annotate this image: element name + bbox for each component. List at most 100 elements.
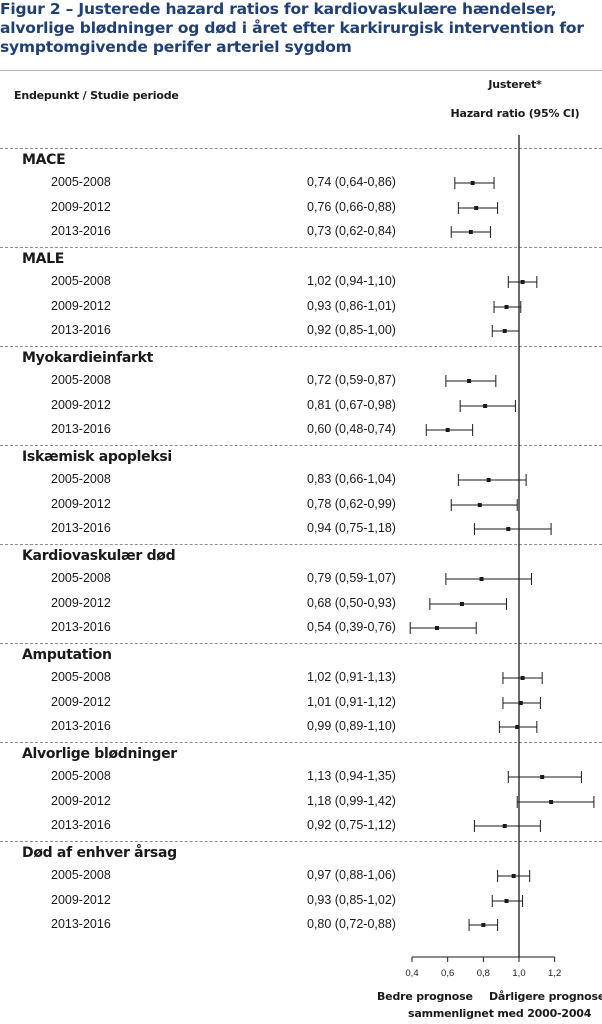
row-period: 2005-2008 (51, 373, 111, 387)
row-hazard-ratio-label: 0,73 (0,62-0,84) (307, 224, 396, 238)
row-period: 2009-2012 (51, 596, 111, 610)
point-estimate (479, 577, 484, 581)
point-estimate (515, 725, 520, 729)
group-divider (0, 445, 602, 446)
row-hazard-ratio-label: 1,13 (0,94-1,35) (307, 769, 396, 783)
row-period: 2009-2012 (51, 497, 111, 511)
row-period: 2009-2012 (51, 794, 111, 808)
point-estimate (468, 230, 473, 234)
row-period: 2013-2016 (51, 521, 111, 535)
point-estimate (502, 329, 507, 333)
point-estimate (504, 305, 509, 309)
point-estimate (483, 404, 488, 408)
row-hazard-ratio-label: 0,68 (0,50-0,93) (307, 596, 396, 610)
group-name: MACE (22, 152, 66, 168)
x-tick-label: 0,6 (441, 968, 454, 979)
row-period: 2005-2008 (51, 175, 111, 189)
row-hazard-ratio-label: 0,54 (0,39-0,76) (307, 620, 396, 634)
group-name: MALE (22, 251, 65, 267)
point-estimate (481, 923, 486, 927)
group-name: Iskæmisk apopleksi (22, 449, 172, 465)
point-estimate (540, 775, 545, 779)
point-estimate (518, 701, 523, 705)
footer-compared-with: sammenlignet med 2000-2004 (408, 1007, 592, 1020)
row-period: 2013-2016 (51, 719, 111, 733)
row-hazard-ratio-label: 0,92 (0,85-1,00) (307, 323, 396, 337)
group-divider (0, 247, 602, 248)
point-estimate (477, 503, 482, 507)
x-tick-label: 1,2 (548, 968, 561, 979)
group-name: Amputation (22, 647, 112, 663)
row-hazard-ratio-label: 1,01 (0,91-1,12) (307, 695, 396, 709)
group-divider (0, 346, 602, 347)
row-hazard-ratio-label: 0,99 (0,89-1,10) (307, 719, 396, 733)
group-divider (0, 643, 602, 644)
x-tick-label: 1,0 (512, 968, 525, 979)
row-hazard-ratio-label: 0,72 (0,59-0,87) (307, 373, 396, 387)
footer-better-prognosis: Bedre prognose (377, 990, 473, 1003)
column-header-endpoint: Endepunkt / Studie periode (14, 89, 179, 102)
point-estimate (506, 527, 511, 531)
row-period: 2009-2012 (51, 200, 111, 214)
figure-title: Figur 2 – Justerede hazard ratios for ka… (0, 0, 584, 56)
row-period: 2013-2016 (51, 224, 111, 238)
point-estimate (459, 602, 464, 606)
row-period: 2005-2008 (51, 571, 111, 585)
row-period: 2013-2016 (51, 818, 111, 832)
row-period: 2005-2008 (51, 472, 111, 486)
row-hazard-ratio-label: 1,18 (0,99-1,42) (307, 794, 396, 808)
row-period: 2005-2008 (51, 769, 111, 783)
row-period: 2013-2016 (51, 323, 111, 337)
row-period: 2009-2012 (51, 893, 111, 907)
row-hazard-ratio-label: 0,76 (0,66-0,88) (307, 200, 396, 214)
row-hazard-ratio-label: 0,93 (0,86-1,01) (307, 299, 396, 313)
point-estimate (520, 280, 525, 284)
row-hazard-ratio-label: 0,78 (0,62-0,99) (307, 497, 396, 511)
row-period: 2005-2008 (51, 868, 111, 882)
row-period: 2009-2012 (51, 398, 111, 412)
row-hazard-ratio-label: 0,79 (0,59-1,07) (307, 571, 396, 585)
group-name: Alvorlige blødninger (22, 746, 177, 762)
point-estimate (511, 874, 516, 878)
point-estimate (474, 206, 479, 210)
row-hazard-ratio-label: 0,94 (0,75-1,18) (307, 521, 396, 535)
x-tick-label: 0,4 (405, 968, 418, 979)
footer-worse-prognosis: Dårligere prognose (489, 990, 602, 1003)
point-estimate (549, 800, 554, 804)
row-hazard-ratio-label: 1,02 (0,91-1,13) (307, 670, 396, 684)
point-estimate (445, 428, 450, 432)
row-period: 2005-2008 (51, 274, 111, 288)
point-estimate (502, 824, 507, 828)
row-hazard-ratio-label: 0,80 (0,72-0,88) (307, 917, 396, 931)
point-estimate (520, 676, 525, 680)
point-estimate (470, 181, 475, 185)
row-period: 2013-2016 (51, 620, 111, 634)
column-header-adjusted: Justeret* (488, 78, 542, 91)
row-hazard-ratio-label: 0,92 (0,75-1,12) (307, 818, 396, 832)
row-period: 2009-2012 (51, 299, 111, 313)
row-period: 2013-2016 (51, 422, 111, 436)
row-hazard-ratio-label: 0,93 (0,85-1,02) (307, 893, 396, 907)
group-name: Død af enhver årsag (22, 845, 177, 861)
row-hazard-ratio-label: 0,97 (0,88-1,06) (307, 868, 396, 882)
point-estimate (486, 478, 491, 482)
group-divider (0, 148, 602, 149)
group-name: Kardiovaskulær død (22, 548, 176, 564)
row-period: 2009-2012 (51, 695, 111, 709)
row-hazard-ratio-label: 1,02 (0,94-1,10) (307, 274, 396, 288)
row-hazard-ratio-label: 0,81 (0,67-0,98) (307, 398, 396, 412)
x-tick-label: 0,8 (477, 968, 490, 979)
row-hazard-ratio-label: 0,60 (0,48-0,74) (307, 422, 396, 436)
group-divider (0, 544, 602, 545)
point-estimate (467, 379, 472, 383)
group-divider (0, 742, 602, 743)
row-period: 2013-2016 (51, 917, 111, 931)
title-divider (0, 70, 602, 71)
row-period: 2005-2008 (51, 670, 111, 684)
point-estimate (504, 899, 509, 903)
group-name: Myokardieinfarkt (22, 350, 154, 366)
row-hazard-ratio-label: 0,74 (0,64-0,86) (307, 175, 396, 189)
point-estimate (434, 626, 439, 630)
column-header-hazard-ratio: Hazard ratio (95% CI) (450, 107, 580, 120)
